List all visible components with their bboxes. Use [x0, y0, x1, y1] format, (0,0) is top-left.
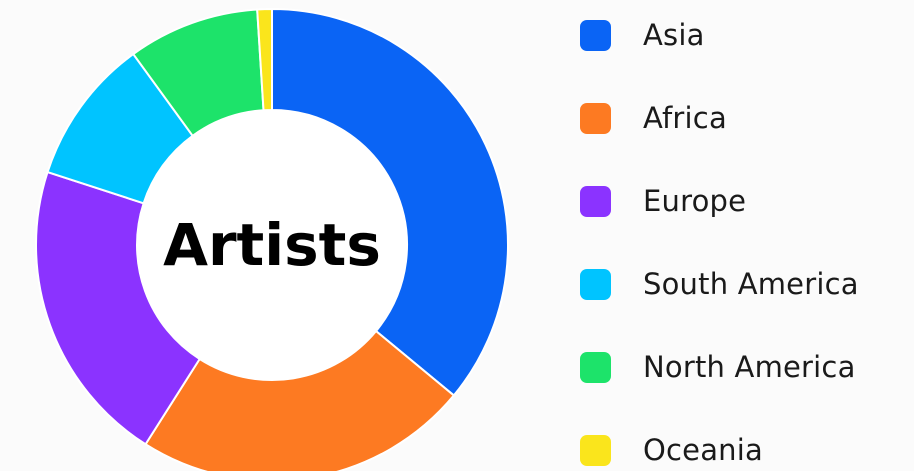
legend-item-north-america: North America [580, 347, 856, 387]
donut-slices [35, 7, 509, 471]
legend-label: Asia [643, 18, 705, 52]
legend-swatch [580, 434, 611, 466]
legend-swatch [580, 268, 611, 300]
legend-swatch [580, 102, 611, 134]
legend-item-europe: Europe [580, 181, 746, 221]
chart-title: Artists [163, 211, 381, 279]
legend-item-oceania: Oceania [580, 430, 763, 470]
donut-hole [137, 110, 407, 380]
legend-swatch [580, 185, 611, 217]
donut-chart-svg: Artists [35, 7, 509, 471]
legend-swatch [580, 19, 611, 51]
legend-item-south-america: South America [580, 264, 859, 304]
donut-chart: Artists [33, 6, 511, 471]
legend: Asia Africa Europe South America North A… [580, 0, 914, 471]
legend-swatch [580, 351, 611, 383]
legend-label: North America [643, 350, 856, 384]
legend-item-asia: Asia [580, 15, 705, 55]
legend-label: South America [643, 267, 859, 301]
legend-label: Europe [643, 184, 747, 218]
legend-item-africa: Africa [580, 98, 727, 138]
legend-label: Africa [643, 101, 727, 135]
legend-label: Oceania [643, 433, 763, 467]
